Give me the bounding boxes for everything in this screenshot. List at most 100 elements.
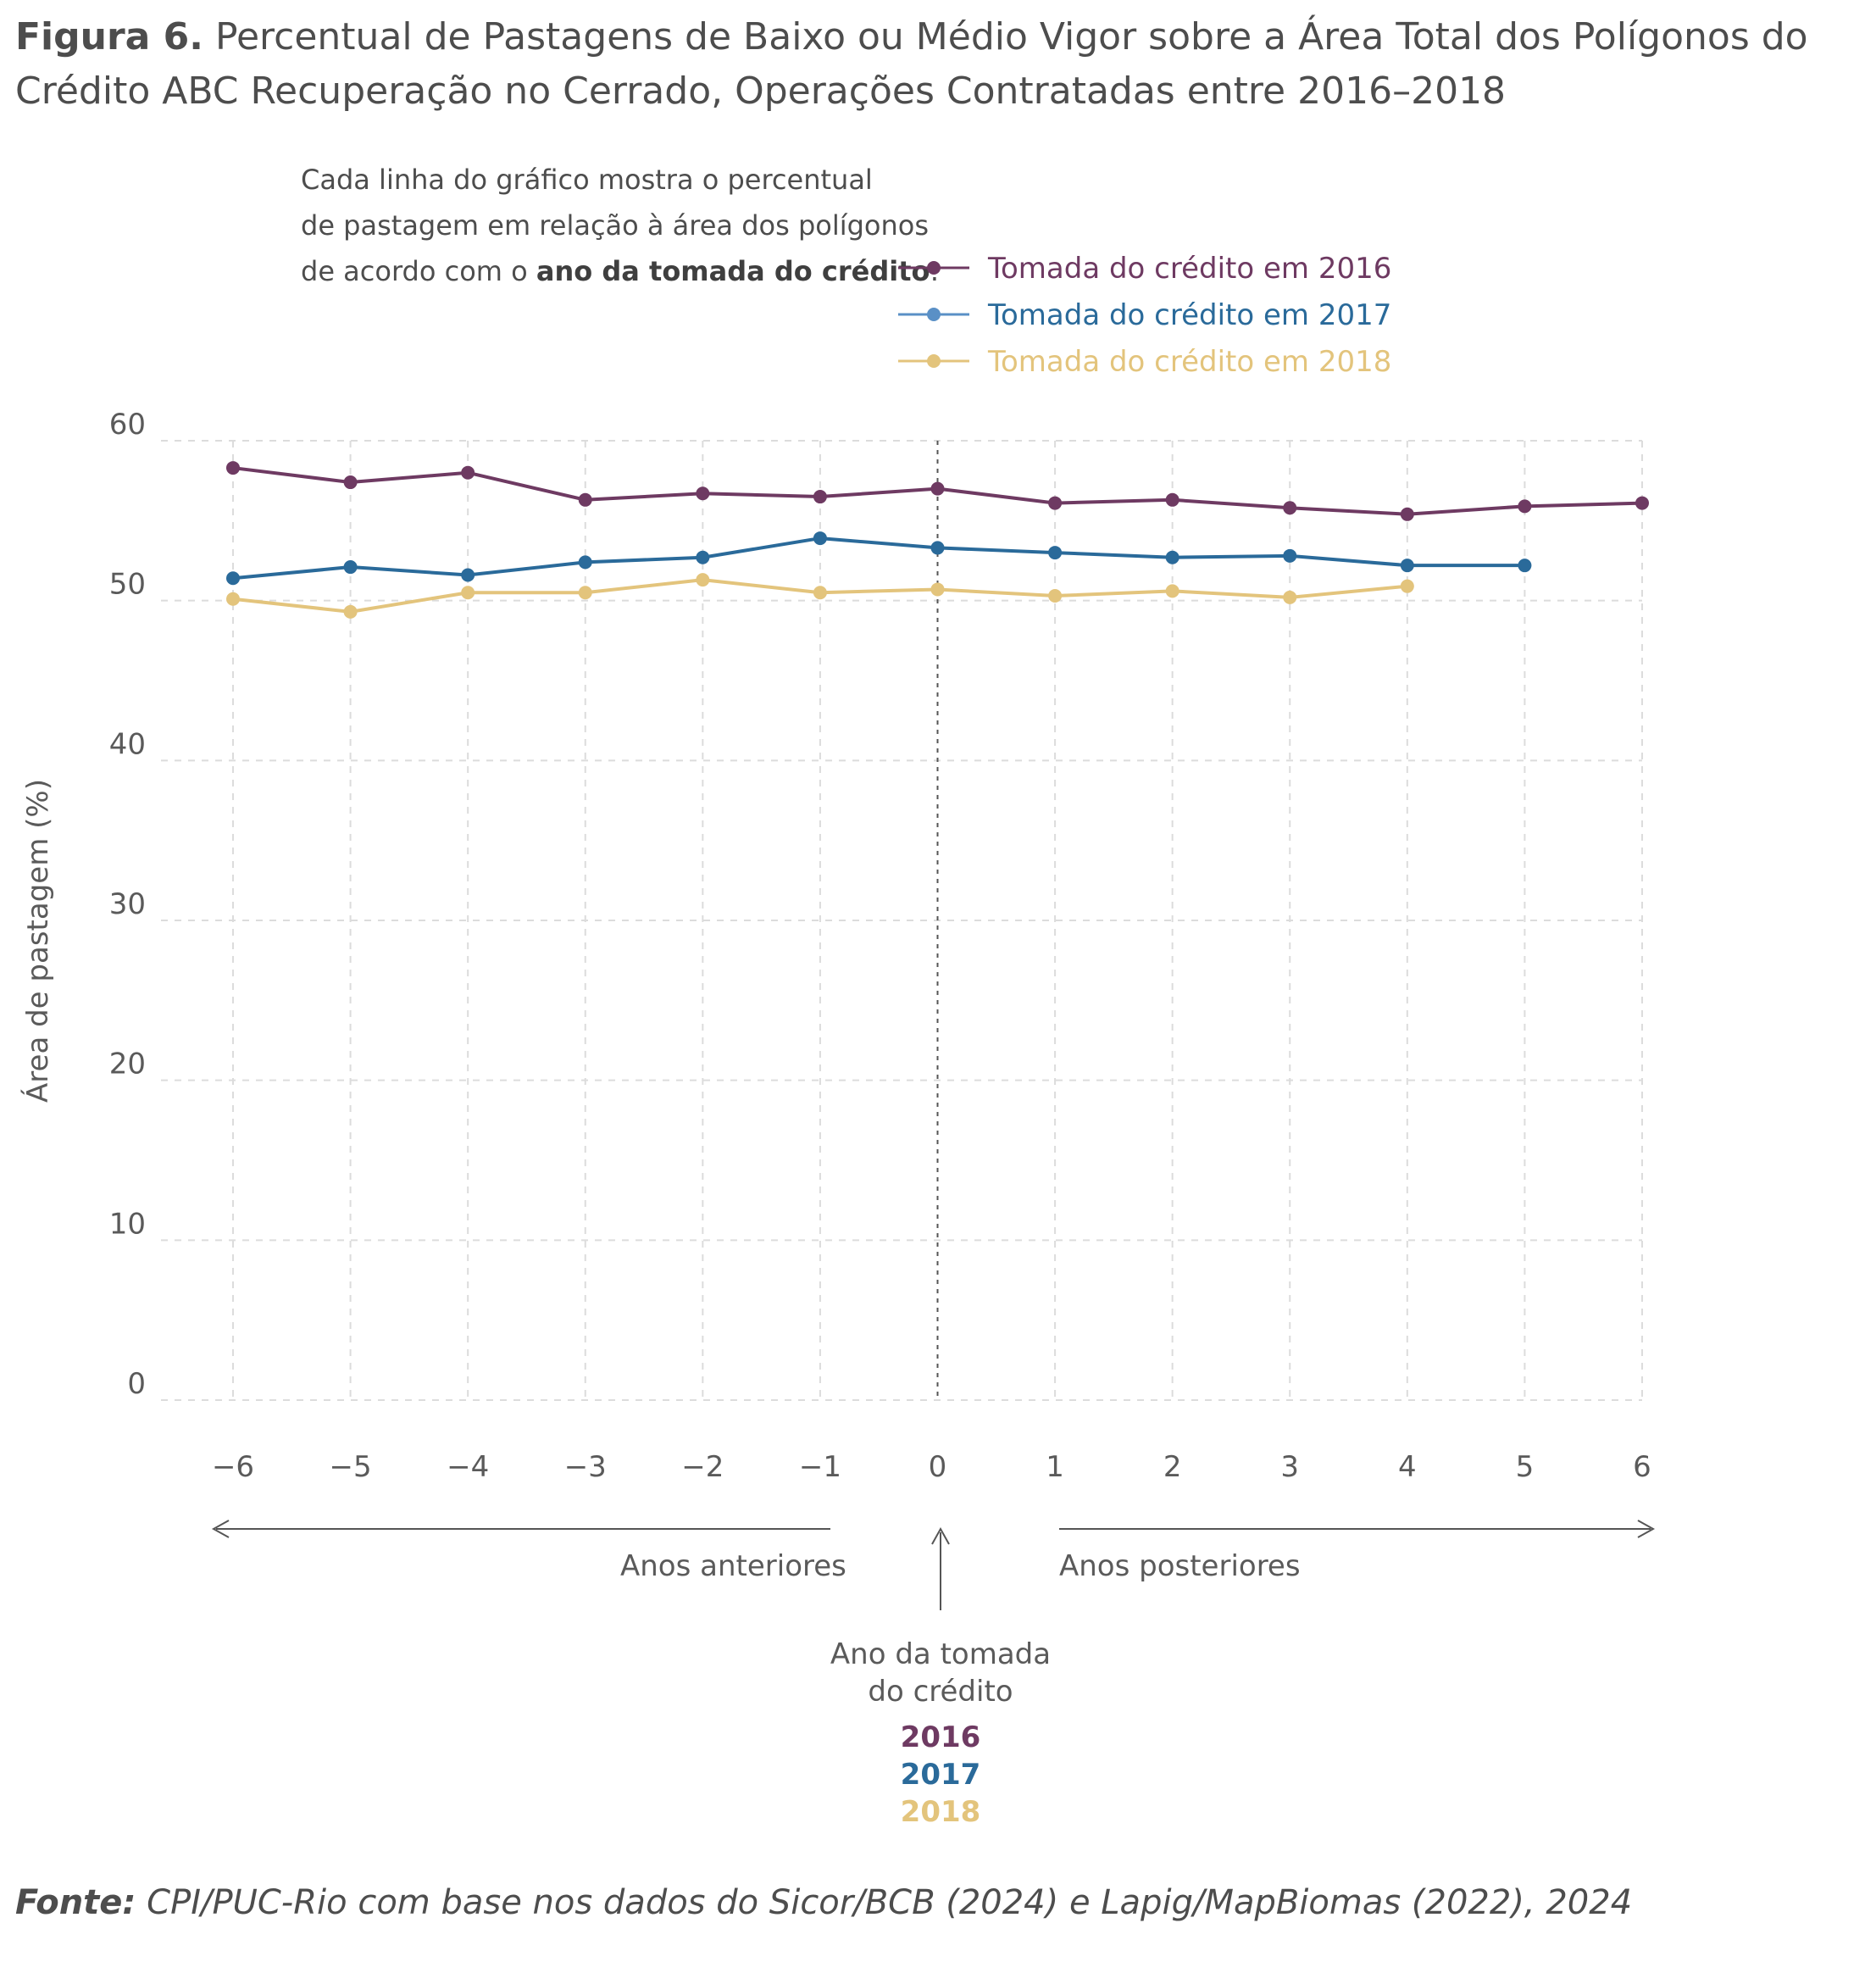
x-tick-label: −2 — [681, 1450, 724, 1484]
legend-label-2017: Tomada do crédito em 2017 — [988, 298, 1392, 332]
y-axis-label: Área de pastagem (%) — [20, 779, 55, 1103]
year-2016: 2016 — [900, 1720, 981, 1754]
legend-item-2018: Tomada do crédito em 2018 — [898, 345, 1391, 392]
label-anos-anteriores: Anos anteriores — [620, 1549, 846, 1583]
source-text: CPI/PUC-Rio com base nos dados do Sicor/… — [147, 1883, 1633, 1922]
data-point — [1048, 589, 1063, 603]
x-tick-label: −1 — [799, 1450, 841, 1484]
x-tick-label: −5 — [330, 1450, 372, 1484]
data-point — [1518, 499, 1532, 514]
data-point — [226, 461, 240, 475]
x-tick-label: 5 — [1516, 1450, 1535, 1484]
note-line-3: de acordo com o ano da tomada do crédito… — [301, 248, 945, 294]
data-point — [1048, 496, 1063, 510]
label-ano-tomada-line2: do crédito — [868, 1675, 1013, 1709]
label-anos-posteriores: Anos posteriores — [1059, 1549, 1301, 1583]
data-point — [1635, 496, 1649, 510]
data-point — [578, 492, 592, 507]
legend-swatch-2018 — [898, 354, 969, 368]
y-tick-label: 50 — [109, 568, 146, 602]
data-point — [226, 592, 240, 606]
source-note: Fonte: CPI/PUC-Rio com base nos dados do… — [15, 1883, 1632, 1922]
data-point — [578, 586, 592, 600]
note-line-3-bold: ano da tomada do crédito — [536, 255, 930, 287]
legend-dot-2016 — [927, 261, 941, 275]
data-point — [226, 571, 240, 586]
figure-number: Figura 6. — [15, 15, 203, 58]
note-line-3-prefix: de acordo com o — [301, 255, 536, 287]
data-point — [1283, 590, 1297, 604]
legend-item-2017: Tomada do crédito em 2017 — [898, 298, 1391, 345]
x-tick-label: 6 — [1633, 1450, 1651, 1484]
note-line-1: Cada linha do gráfico mostra o percentua… — [301, 164, 873, 196]
arrow-anos-posteriores — [1059, 1520, 1656, 1538]
data-point — [578, 555, 592, 570]
x-tick-label: −6 — [212, 1450, 254, 1484]
y-tick-label: 0 — [127, 1367, 146, 1401]
data-point — [343, 604, 358, 619]
source-prefix: Fonte: — [15, 1883, 136, 1922]
y-tick-label: 60 — [109, 408, 146, 442]
legend-swatch-2016 — [898, 261, 969, 275]
data-point — [930, 541, 945, 555]
data-point — [461, 568, 475, 582]
chart-legend: Tomada do crédito em 2016 Tomada do créd… — [898, 252, 1391, 392]
data-point — [1400, 559, 1414, 573]
x-tick-label: 3 — [1280, 1450, 1299, 1484]
data-point — [1165, 492, 1179, 507]
line-chart: 0 10 20 30 40 50 60 −6 −5 −4 −3 −2 −1 0 1 2 3 4 5 6 Área d… — [20, 408, 1656, 1610]
data-point — [1048, 546, 1063, 560]
y-tick-label: 20 — [109, 1048, 146, 1081]
data-point — [930, 582, 945, 597]
data-point — [696, 486, 710, 501]
figure-title-text: Percentual de Pastagens de Baixo ou Médi… — [15, 15, 1808, 113]
x-tick-label: 2 — [1163, 1450, 1182, 1484]
legend-swatch-2017 — [898, 308, 969, 321]
series-line — [232, 536, 1525, 581]
figure-title: Figura 6. Percentual de Pastagens de Bai… — [15, 10, 1837, 119]
data-point — [461, 586, 475, 600]
data-point — [343, 475, 358, 490]
label-ano-tomada-line1: Ano da tomada — [830, 1637, 1052, 1671]
data-point — [813, 586, 827, 600]
year-2017: 2017 — [900, 1758, 981, 1792]
legend-label-2016: Tomada do crédito em 2016 — [988, 252, 1392, 286]
data-point — [1165, 584, 1179, 598]
legend-dot-2017 — [927, 308, 941, 321]
x-tick-label: 0 — [929, 1450, 947, 1484]
y-tick-labels: 0 10 20 30 40 50 60 — [109, 408, 146, 1401]
data-point — [461, 465, 475, 480]
year-2018: 2018 — [900, 1795, 981, 1829]
legend-label-2018: Tomada do crédito em 2018 — [988, 345, 1392, 379]
data-point — [696, 573, 710, 587]
arrow-anos-anteriores — [211, 1520, 830, 1538]
arrow-ano-tomada — [931, 1526, 950, 1610]
x-tick-label: −3 — [564, 1450, 607, 1484]
data-point — [1400, 507, 1414, 521]
note-line-2: de pastagem em relação à área dos polígo… — [301, 209, 930, 242]
legend-item-2016: Tomada do crédito em 2016 — [898, 252, 1391, 298]
label-ano-tomada: Ano da tomada do crédito — [813, 1636, 1068, 1710]
data-point — [343, 560, 358, 575]
data-point — [813, 531, 827, 546]
data-point — [1400, 579, 1414, 593]
data-point — [813, 490, 827, 504]
x-tick-label: 4 — [1398, 1450, 1417, 1484]
x-tick-label: 1 — [1046, 1450, 1064, 1484]
legend-dot-2018 — [927, 354, 941, 368]
data-point — [1283, 501, 1297, 515]
y-tick-label: 40 — [109, 727, 146, 761]
x-tick-label: −4 — [447, 1450, 489, 1484]
data-point — [696, 550, 710, 564]
chart-grid — [161, 440, 1643, 1401]
y-tick-label: 10 — [109, 1207, 146, 1241]
series-lines — [226, 461, 1649, 619]
chart-note: Cada linha do gráfico mostra o percentua… — [301, 157, 945, 294]
data-point — [1518, 559, 1532, 573]
data-point — [930, 481, 945, 496]
data-point — [1165, 550, 1179, 564]
credit-years: 2016 2017 2018 — [856, 1719, 1025, 1831]
y-tick-label: 30 — [109, 887, 146, 921]
x-tick-labels: −6 −5 −4 −3 −2 −1 0 1 2 3 4 5 6 — [212, 1450, 1651, 1484]
data-point — [1283, 548, 1297, 563]
